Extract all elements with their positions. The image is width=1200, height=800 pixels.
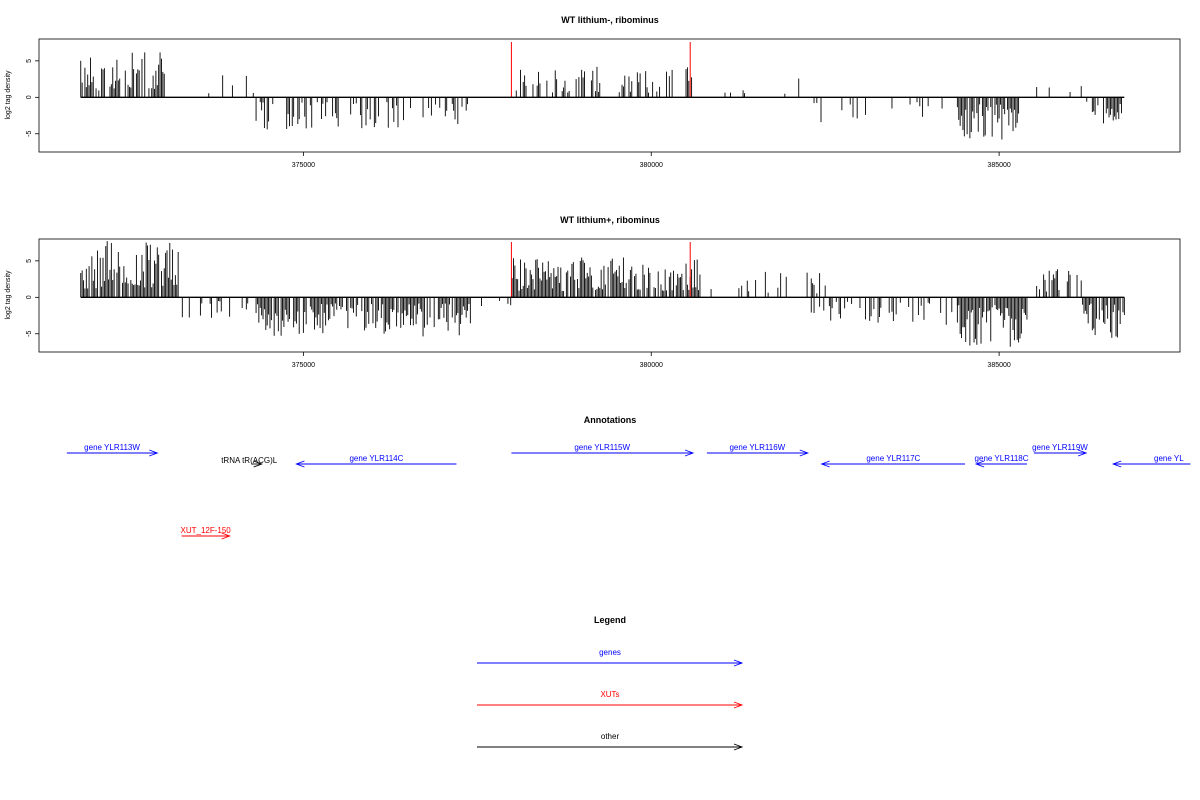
track-panel-lithium-plus: WT lithium+, ribominus 375000 380000 38500… xyxy=(5,215,1181,369)
red-marker-lines xyxy=(510,242,691,298)
feature-label: gene YLR118C xyxy=(975,454,1029,463)
y-tick-label: 5 xyxy=(26,59,33,63)
feature-other: tRNA tR(ACG)L xyxy=(221,456,278,468)
y-axis-label: log2 tag density xyxy=(5,270,12,320)
feature-label: tRNA tR(ACG)L xyxy=(221,456,278,465)
legend-arrow-head xyxy=(733,743,744,751)
legend-item-xut: XUTs xyxy=(477,690,744,709)
feature-arrow-head xyxy=(295,460,305,468)
panel-title: WT lithium-, ribominus xyxy=(561,15,659,25)
feature-arrow-head xyxy=(820,460,830,468)
plot-frame xyxy=(38,238,1181,353)
feature-label: gene YLR115W xyxy=(574,443,630,452)
x-tick-label: 385000 xyxy=(987,362,1010,369)
feature-gene: gene YLR119W xyxy=(1032,443,1088,457)
legend-label: genes xyxy=(599,648,621,657)
x-axis: 375000 380000 385000 xyxy=(292,152,1011,169)
feature-arrow-head xyxy=(149,449,159,457)
coverage-bars xyxy=(80,241,1125,347)
legend-items: genes XUTs other xyxy=(477,648,744,751)
feature-gene: gene YLR117C xyxy=(820,454,966,468)
x-tick-label: 380000 xyxy=(640,162,663,169)
legend-label: XUTs xyxy=(600,690,619,699)
feature-label: XUT_12F-150 xyxy=(181,526,232,535)
feature-label: gene YLR117C xyxy=(866,454,920,463)
x-axis: 375000 380000 385000 xyxy=(292,352,1011,369)
legend-item-other: other xyxy=(477,732,744,751)
legend-title: Legend xyxy=(594,615,626,625)
legend-item-gene: genes xyxy=(477,648,744,667)
legend-panel: Legend genes XUTs other xyxy=(477,615,744,751)
feature-label: gene YL xyxy=(1154,454,1184,463)
coverage-bars xyxy=(80,52,1123,140)
feature-label: gene YLR116W xyxy=(729,443,785,452)
feature-arrow-head xyxy=(1111,460,1122,468)
y-axis-label: log2 tag density xyxy=(5,70,12,120)
red-marker-lines xyxy=(510,42,691,98)
feature-gene: gene YLR118C xyxy=(974,454,1029,468)
feature-xut: XUT_12F-150 xyxy=(181,526,232,540)
feature-arrow-head xyxy=(253,460,263,468)
annotations-title: Annotations xyxy=(584,415,637,425)
feature-gene: gene YLR114C xyxy=(295,454,457,468)
annotation-features: gene YLR113W tRNA tR(ACG)L gene YLR114C gen… xyxy=(66,443,1191,540)
panel-title: WT lithium+, ribominus xyxy=(560,215,660,225)
feature-arrow-head xyxy=(221,532,231,540)
feature-label: gene YLR113W xyxy=(84,443,140,452)
legend-arrow-head xyxy=(733,659,744,667)
feature-arrow-head xyxy=(799,449,810,457)
feature-arrow-head xyxy=(684,449,695,457)
y-tick-label: 5 xyxy=(26,259,33,263)
legend-label: other xyxy=(601,732,620,741)
x-tick-label: 375000 xyxy=(292,362,315,369)
feature-arrow-head xyxy=(974,460,985,468)
y-axis: -5 0 5 xyxy=(26,59,39,137)
y-axis: -5 0 5 xyxy=(26,259,39,337)
legend-arrow-head xyxy=(733,701,744,709)
feature-gene: gene YL xyxy=(1111,454,1191,468)
x-tick-label: 380000 xyxy=(640,362,663,369)
feature-gene: gene YLR116W xyxy=(706,443,810,457)
y-tick-label: 0 xyxy=(26,295,33,299)
y-tick-label: 0 xyxy=(26,95,33,99)
x-tick-label: 385000 xyxy=(987,162,1010,169)
feature-arrow-head xyxy=(1077,449,1088,457)
y-tick-label: -5 xyxy=(26,331,33,337)
feature-gene: gene YLR115W xyxy=(511,443,695,457)
x-tick-label: 375000 xyxy=(292,162,315,169)
track-panel-lithium-minus: WT lithium-, ribominus 375000 380000 38500… xyxy=(5,15,1181,169)
plot-frame xyxy=(38,38,1181,153)
y-tick-label: -5 xyxy=(26,131,33,137)
feature-label: gene YLR119W xyxy=(1032,443,1088,452)
feature-label: gene YLR114C xyxy=(349,454,403,463)
feature-gene: gene YLR113W xyxy=(66,443,159,457)
